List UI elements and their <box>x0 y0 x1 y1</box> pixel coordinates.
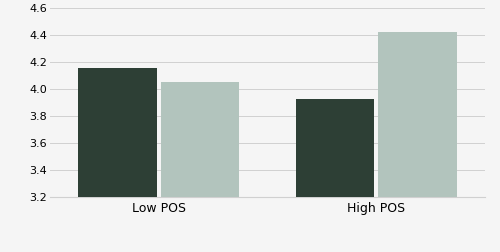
Bar <box>378 32 456 197</box>
Bar <box>296 99 374 197</box>
Bar <box>161 82 239 197</box>
Bar <box>78 68 156 197</box>
